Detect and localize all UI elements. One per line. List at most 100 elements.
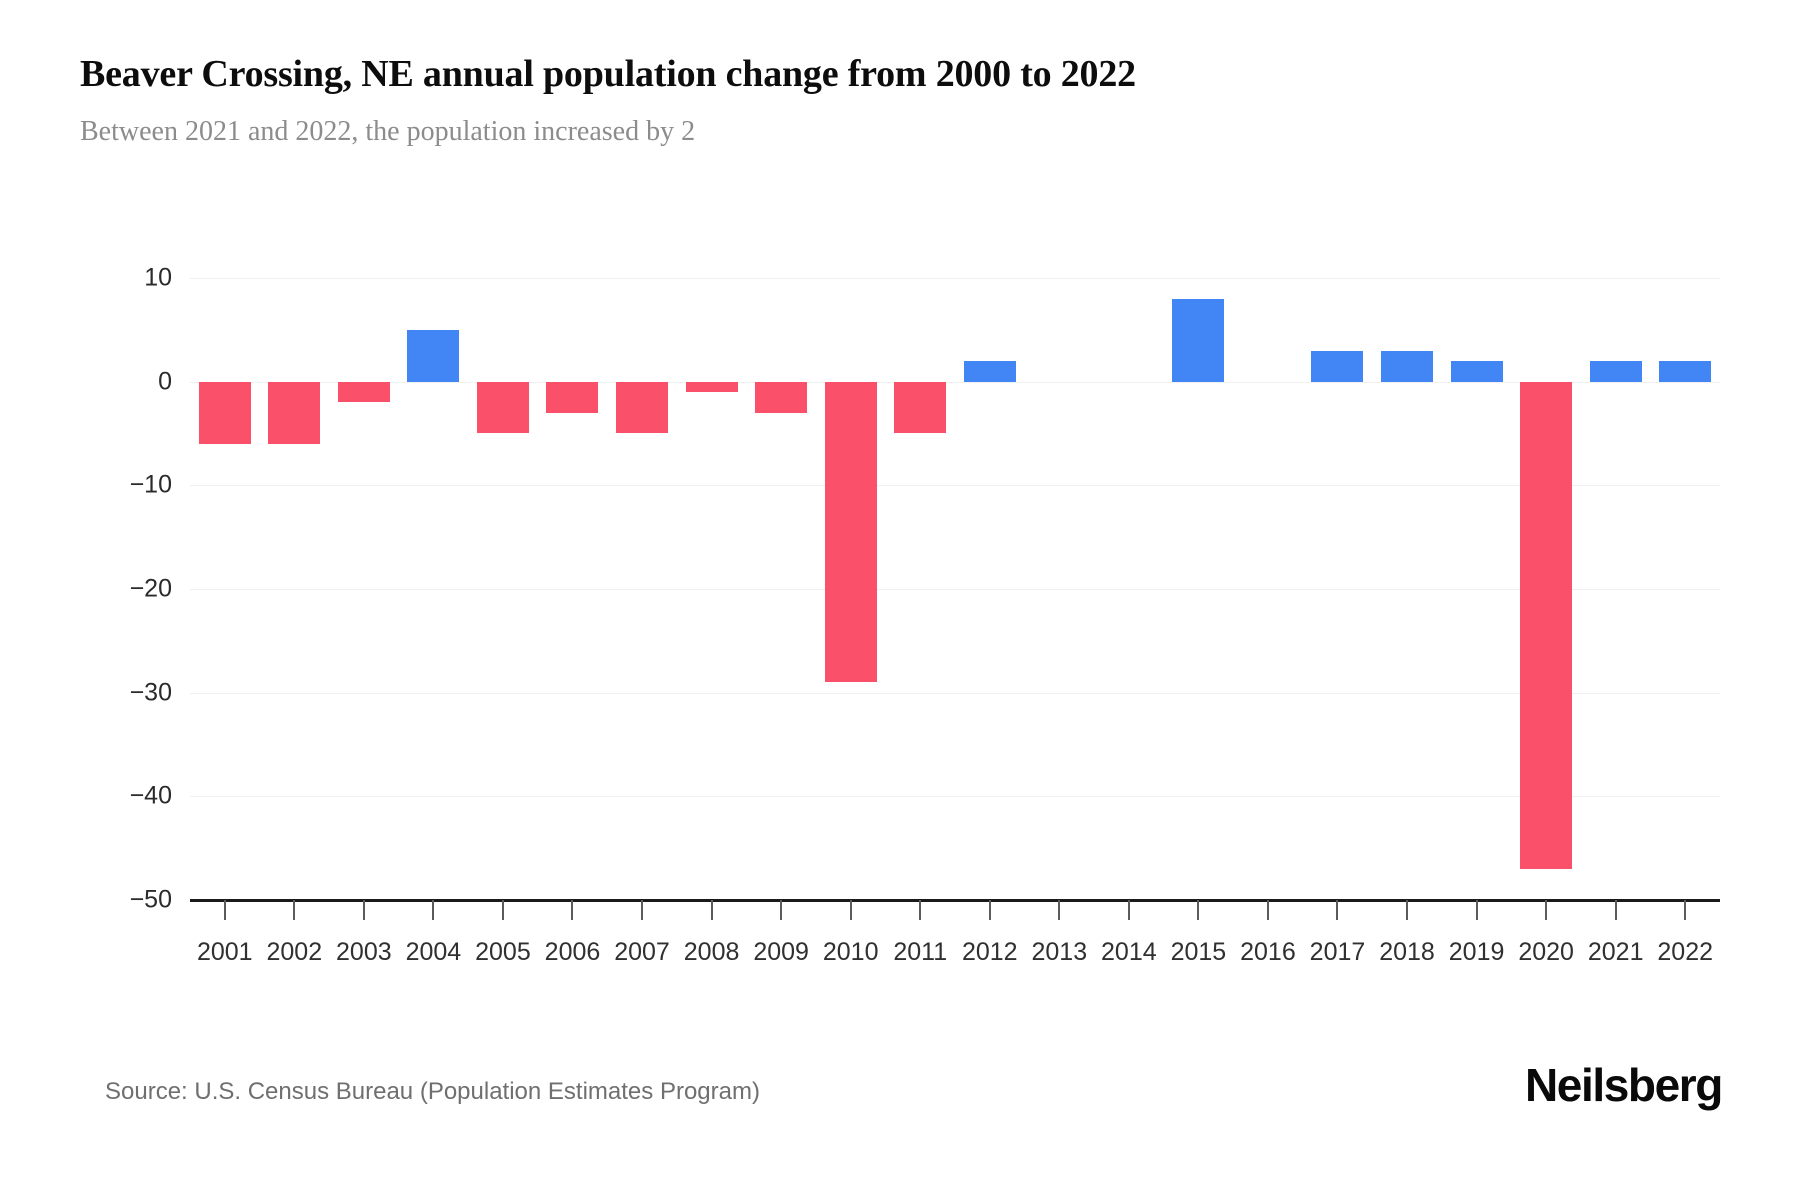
x-tick-slot: 2010: [816, 278, 886, 966]
bar[interactable]: [1311, 350, 1364, 382]
bar[interactable]: [1659, 360, 1712, 382]
bar[interactable]: [824, 381, 877, 683]
bar-slot[interactable]: [1650, 278, 1720, 900]
x-axis-tick-label: 2004: [405, 938, 462, 966]
x-tick-slot: 2017: [1303, 278, 1373, 966]
x-axis-tick-mark: [293, 900, 296, 920]
x-axis-tick-mark: [780, 900, 783, 920]
bar[interactable]: [546, 381, 599, 413]
x-axis-tick-label: 2011: [893, 938, 948, 966]
x-axis-tick-mark: [1406, 900, 1409, 920]
y-axis-tick-label: −30: [129, 678, 172, 707]
x-axis-tick-label: 2018: [1379, 938, 1435, 966]
bar[interactable]: [963, 360, 1016, 382]
bar[interactable]: [476, 381, 529, 434]
bar-slot[interactable]: [1442, 278, 1512, 900]
gridline: [190, 485, 1720, 487]
bar-slot[interactable]: [746, 278, 816, 900]
bar-slot[interactable]: [885, 278, 955, 900]
x-axis-tick-label: 2006: [544, 938, 601, 966]
x-axis-tick-mark: [1266, 900, 1269, 920]
x-tick-slot: 2013: [1025, 278, 1095, 966]
bar-slot[interactable]: [329, 278, 399, 900]
page-title: Beaver Crossing, NE annual population ch…: [80, 53, 1136, 95]
x-axis-tick-mark: [1197, 900, 1200, 920]
bar[interactable]: [407, 329, 460, 382]
bar-slot[interactable]: [190, 278, 260, 900]
x-axis-tick-label: 2005: [475, 938, 531, 966]
bar-slot[interactable]: [1511, 278, 1581, 900]
bar[interactable]: [1172, 298, 1225, 382]
bar-slot[interactable]: [607, 278, 677, 900]
x-axis-tick-label: 2015: [1170, 938, 1227, 966]
x-axis-tick-label: 2008: [683, 938, 740, 966]
chart-header: Beaver Crossing, NE annual population ch…: [80, 52, 1720, 148]
chart-subtitle: Between 2021 and 2022, the population in…: [80, 115, 696, 147]
x-axis-tick-mark: [1336, 900, 1339, 920]
bar[interactable]: [337, 381, 390, 403]
x-tick-slot: 2008: [677, 278, 747, 966]
bar-slot[interactable]: [399, 278, 469, 900]
bar-slot[interactable]: [1581, 278, 1651, 900]
x-axis-line: [190, 899, 1720, 902]
x-axis-tick-mark: [988, 900, 991, 920]
bar[interactable]: [894, 381, 947, 434]
gridline: [190, 381, 1720, 383]
x-axis-tick-mark: [1475, 900, 1478, 920]
x-axis-tick-label: 2010: [822, 938, 879, 966]
x-axis-tick-mark: [501, 900, 504, 920]
x-axis-tick-mark: [849, 900, 852, 920]
bar-slot[interactable]: [955, 278, 1025, 900]
y-axis-tick-label: −20: [129, 574, 172, 603]
x-axis-tick-mark: [1614, 900, 1617, 920]
source-note: Source: U.S. Census Bureau (Population E…: [105, 1078, 760, 1105]
x-axis-tick-mark: [710, 900, 713, 920]
x-tick-slot: 2004: [399, 278, 469, 966]
gridline: [190, 278, 1720, 279]
x-tick-slot: 2016: [1233, 278, 1303, 966]
x-tick-slot: 2001: [190, 278, 260, 966]
bar[interactable]: [755, 381, 808, 413]
x-axis-tick-mark: [223, 900, 226, 920]
bar-slot[interactable]: [260, 278, 330, 900]
y-axis-tick-label: −50: [129, 885, 172, 914]
bar[interactable]: [1450, 360, 1503, 382]
x-axis-tick-label: 2002: [266, 938, 323, 966]
bar[interactable]: [1381, 350, 1434, 382]
x-tick-slot: 2002: [260, 278, 330, 966]
x-axis-tick-label: 2022: [1657, 938, 1714, 966]
x-axis-tick-label: 2021: [1587, 938, 1644, 966]
x-tick-slot: 2021: [1581, 278, 1651, 966]
bar-slot[interactable]: [1164, 278, 1234, 900]
bar-slot[interactable]: [816, 278, 886, 900]
bar-slot[interactable]: [468, 278, 538, 900]
x-tick-slot: 2015: [1164, 278, 1234, 966]
x-tick-slot: 2006: [538, 278, 608, 966]
x-tick-slot: 2003: [329, 278, 399, 966]
x-tick-slot: 2005: [468, 278, 538, 966]
bar[interactable]: [268, 381, 321, 444]
gridline: [190, 796, 1720, 798]
x-tick-slot: 2019: [1442, 278, 1512, 966]
x-axis-tick-label: 2013: [1031, 938, 1088, 966]
bar-slot[interactable]: [677, 278, 747, 900]
bar-slot[interactable]: [538, 278, 608, 900]
x-tick-slot: 2007: [607, 278, 677, 966]
x-tick-slot: 2012: [955, 278, 1025, 966]
x-tick-slot: 2020: [1511, 278, 1581, 966]
gridline: [190, 589, 1720, 590]
x-tick-slot: 2009: [746, 278, 816, 966]
x-axis-tick-label: 2007: [614, 938, 670, 966]
x-tick-slot: 2014: [1094, 278, 1164, 966]
y-axis-tick-label: −10: [129, 470, 172, 499]
x-axis-tick-mark: [1545, 900, 1548, 920]
bar[interactable]: [198, 381, 251, 444]
bar[interactable]: [1589, 360, 1642, 382]
bar-slot[interactable]: [1372, 278, 1442, 900]
bar[interactable]: [616, 381, 669, 434]
bar-slot[interactable]: [1303, 278, 1373, 900]
bar[interactable]: [685, 381, 738, 393]
bar[interactable]: [1520, 381, 1573, 869]
